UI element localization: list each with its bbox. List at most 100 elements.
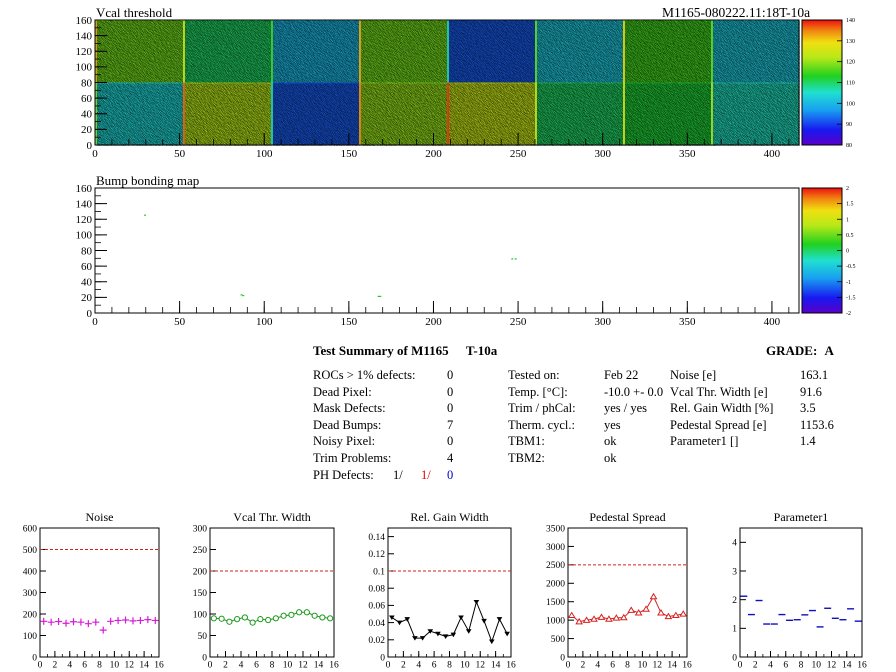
defect-label: ROCs > 1% defects: (313, 368, 416, 382)
roc-cell-noise (360, 21, 448, 84)
x-tick-label: 12 (653, 661, 663, 671)
data-point (144, 616, 152, 624)
x-tick-label: 300 (594, 148, 611, 160)
data-point (396, 620, 403, 626)
x-tick-label: 12 (476, 661, 486, 671)
ph-defects-label: PH Defects: (313, 467, 374, 482)
defect-label: Noisy Pixel: (313, 434, 376, 449)
roc-cell-noise (272, 83, 360, 146)
y-tick-label: 250 (193, 546, 208, 556)
colorbar-tick-label: 120 (846, 60, 855, 66)
vcal-threshold-map: 0 50 100 150 200 250 300 350 400 0 20 40 60 80 100 120 1… (76, 5, 856, 160)
x-tick-label: 16 (154, 661, 164, 671)
x-tick-label: 8 (799, 661, 804, 671)
info-label: TBM2: (508, 450, 545, 465)
x-tick-label: 2 (53, 661, 58, 671)
defect-pixel (377, 295, 380, 298)
plot-frame (567, 527, 688, 658)
x-tick-label: 0 (738, 661, 743, 671)
x-tick-label: 6 (82, 661, 87, 671)
data-point (47, 618, 55, 626)
data-point (84, 620, 92, 628)
x-tick-label: 0 (208, 661, 213, 671)
x-tick-label: 10 (283, 661, 293, 671)
summary-temp-tag: T-10a (465, 343, 498, 358)
data-point (303, 609, 310, 616)
defect-row: Noisy Pixel: 0 (313, 433, 463, 450)
y-tick-label: 100 (23, 632, 38, 642)
colorbar-tick-label: 110 (846, 81, 855, 87)
ph-defects-value-1: 1/ (393, 467, 403, 482)
x-tick-label: 10 (638, 661, 648, 671)
defect-value: 4 (447, 450, 454, 465)
y-tick-label: 140 (76, 30, 93, 42)
plot-frame (209, 527, 335, 658)
data-point (657, 608, 665, 616)
info-value: -10.0 +- 0.0 (604, 384, 664, 399)
roc-edge (535, 82, 537, 145)
x-tick-label: 6 (783, 661, 788, 671)
chart-title: Parameter1 (774, 510, 829, 524)
data-point (634, 608, 643, 616)
info-value: ok (604, 450, 617, 465)
y-tick-label: 1000 (546, 616, 565, 626)
y-tick-label: 140 (76, 198, 93, 210)
y-tick-label: 200 (193, 567, 208, 577)
series-line (391, 600, 508, 644)
y-tick-label: 1 (732, 625, 737, 635)
roc-summary-plot: 0 2 4 6 8 10 12 14 1600.020.040.060.080.10.120.1… (368, 510, 516, 671)
data-point (442, 634, 449, 639)
chart-title: Bump bonding map (96, 173, 199, 188)
roc-cell-noise (448, 83, 536, 146)
y-tick-label: 0 (732, 653, 737, 663)
x-tick-label: 200 (425, 316, 442, 328)
chart-title: Noise (86, 510, 114, 524)
data-point (458, 615, 464, 621)
y-tick-label: 120 (76, 46, 93, 58)
summary-title: Test Summary of M1165 (313, 343, 449, 358)
x-tick-label: 2 (581, 661, 586, 671)
roc-cell-noise (272, 21, 360, 84)
series-line (571, 595, 684, 623)
data-point (488, 639, 495, 645)
x-tick-label: 0 (92, 148, 98, 160)
data-point (679, 610, 688, 617)
info-label: Tested on: (508, 368, 560, 382)
colorbar-tick-label: 0.5 (846, 233, 854, 239)
defect-pixel (514, 258, 517, 260)
data-point (642, 605, 650, 612)
data-point (265, 616, 272, 624)
data-point (590, 615, 598, 622)
chart-title: Vcal threshold (96, 5, 173, 20)
y-tick-label: 500 (23, 546, 38, 556)
module-id-label: M1165-080222.11:18T-10a (662, 5, 811, 20)
y-tick-label: 2 (732, 596, 737, 606)
roc-edge (447, 82, 449, 145)
data-point (575, 617, 584, 625)
defect-label: Mask Defects: (313, 401, 386, 416)
x-tick-label: 2 (401, 661, 406, 671)
x-tick-label: 50 (174, 148, 186, 160)
y-tick-label: 120 (76, 214, 93, 226)
y-tick-label: 100 (76, 230, 93, 242)
data-point (671, 611, 680, 619)
roc-cell-noise (184, 83, 272, 146)
y-tick-label: 600 (23, 524, 38, 534)
roc-cell-noise (448, 21, 536, 84)
measurement-label: Noise [e] (670, 368, 717, 382)
data-point (389, 615, 395, 621)
grade-value: A (824, 343, 834, 358)
roc-cell-noise (184, 21, 272, 84)
data-point (92, 618, 100, 626)
measurement-row: Rel. Gain Width [%] 3.5 (670, 400, 850, 417)
colorbar-tick-label: 140 (846, 18, 855, 24)
y-tick-label: 100 (193, 610, 208, 620)
x-tick-label: 12 (827, 661, 837, 671)
info-row: Therm. cycl.: yes (508, 417, 658, 434)
y-tick-label: 60 (81, 93, 93, 105)
colorbar-tick-label: 2 (846, 186, 849, 192)
x-tick-label: 8 (270, 661, 275, 671)
